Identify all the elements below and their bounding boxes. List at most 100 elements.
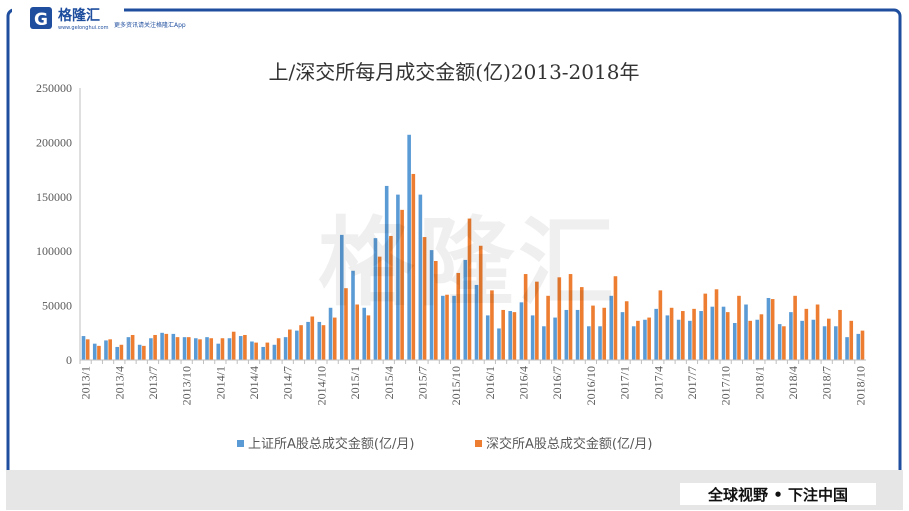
bar-sse (238, 336, 243, 360)
x-tick-label: 2014/4 (247, 366, 261, 399)
bar-sse (227, 338, 232, 360)
bar-sse (508, 311, 512, 360)
bar-sse (306, 321, 310, 360)
bar-sse (620, 312, 625, 360)
bar-szse (636, 320, 640, 360)
bar-szse (254, 342, 258, 360)
x-tick-label: 2015/4 (382, 366, 396, 399)
bar-sse (216, 343, 221, 360)
bar-szse (759, 314, 764, 360)
bar-szse (501, 309, 505, 360)
bar-szse (535, 281, 539, 360)
bar-szse (714, 289, 719, 360)
bar-sse (463, 259, 468, 360)
bar-sse (396, 194, 400, 360)
bar-szse (568, 274, 573, 360)
x-tick-label: 2013/7 (146, 366, 160, 399)
bar-sse (384, 185, 389, 360)
bar-sse (676, 319, 681, 360)
bar-sse (755, 319, 760, 360)
bar-szse (130, 334, 135, 360)
bar-sse (272, 344, 277, 360)
bar-sse (575, 309, 580, 360)
bar-sse (587, 326, 591, 360)
bar-sse (92, 343, 97, 360)
bar-szse (782, 326, 786, 360)
bar-szse (692, 308, 696, 360)
bar-szse (209, 338, 214, 360)
x-tick-label: 2014/7 (281, 366, 295, 399)
bar-szse (108, 339, 112, 360)
bar-szse (119, 344, 124, 360)
bar-sse (429, 250, 434, 360)
bar-szse (793, 295, 797, 360)
legend-swatch-sse (237, 440, 244, 447)
bar-sse (205, 337, 209, 360)
bar-szse (512, 312, 517, 360)
bar-sse (789, 312, 793, 360)
bar-sse (104, 340, 108, 360)
bar-szse (153, 334, 157, 360)
bar-sse (485, 315, 490, 360)
y-tick-label: 250000 (36, 81, 72, 95)
bar-szse (142, 345, 146, 360)
bars-group (81, 134, 865, 360)
bar-sse (250, 341, 254, 360)
bar-sse (81, 336, 86, 360)
bar-sse (665, 315, 670, 360)
x-tick-label: 2013/1 (79, 366, 93, 399)
bar-szse (400, 209, 404, 360)
x-tick-label: 2016/4 (517, 366, 531, 399)
bar-szse (703, 293, 708, 360)
bar-szse (288, 329, 292, 360)
bar-sse (137, 344, 142, 360)
x-tick-label: 2013/10 (180, 366, 194, 405)
x-tick-label: 2014/10 (314, 366, 328, 405)
bar-szse (860, 330, 865, 360)
bar-sse (553, 317, 557, 360)
bar-szse (422, 237, 427, 360)
legend-label-sse: 上证所A股总成交金额(亿/月) (248, 436, 414, 452)
bar-sse (452, 295, 456, 360)
bar-szse (579, 287, 584, 360)
bar-szse (97, 345, 101, 360)
bar-sse (800, 320, 804, 360)
x-axis: 2013/1 2013/4 2013/7 2013/10 2014/1 2014/4 201… (79, 359, 867, 405)
x-tick-label: 2017/10 (719, 366, 733, 405)
bar-szse (377, 256, 382, 360)
bar-sse (845, 337, 849, 360)
bar-sse (564, 309, 569, 360)
bar-szse (366, 315, 371, 360)
bar-sse (182, 337, 187, 360)
bar-szse (344, 288, 348, 360)
bar-sse (766, 297, 771, 360)
bar-szse (658, 290, 663, 360)
bar-szse (231, 331, 236, 360)
bar-sse (295, 330, 299, 360)
bar-sse (149, 338, 153, 360)
bar-sse (699, 311, 703, 360)
x-tick-label: 2018/7 (820, 366, 834, 399)
bar-sse (777, 324, 782, 360)
bar-szse (602, 307, 607, 360)
slogan-backdrop (680, 483, 876, 505)
bar-szse (243, 334, 247, 360)
bar-szse (478, 245, 483, 360)
bar-sse (497, 328, 501, 360)
bar-szse (445, 294, 449, 360)
bar-sse (115, 346, 119, 360)
bar-szse (310, 316, 315, 360)
bar-sse (373, 238, 378, 360)
bar-sse (261, 346, 265, 360)
bar-szse (411, 173, 416, 360)
logo-domain: www.gelonghui.com (58, 25, 109, 31)
bar-szse (546, 295, 550, 360)
x-tick-label: 2018/10 (853, 366, 867, 405)
legend: 上证所A股总成交金额(亿/月) 深交所A股总成交金额(亿/月) (237, 436, 652, 452)
bar-szse (434, 260, 438, 360)
bar-szse (725, 312, 730, 360)
bar-sse (441, 295, 445, 360)
bar-szse (198, 339, 202, 360)
bar-szse (591, 305, 595, 360)
